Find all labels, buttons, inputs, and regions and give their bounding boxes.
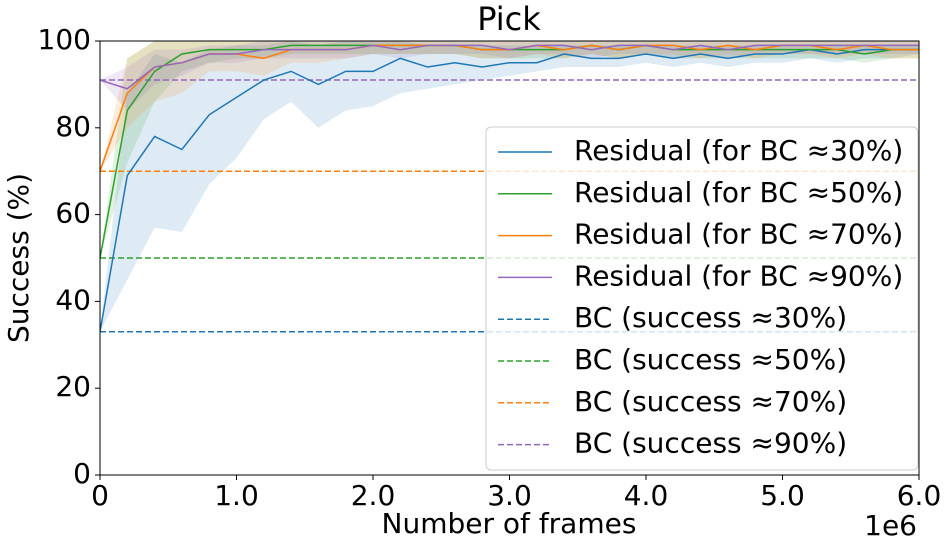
- legend-label: BC (success ≈70%): [574, 385, 847, 418]
- x-tick-label: 1.0: [214, 479, 259, 512]
- x-tick-label: 4.0: [624, 479, 669, 512]
- series-line: [100, 48, 919, 332]
- x-tick-label: 5.0: [760, 479, 805, 512]
- legend-box: [485, 126, 919, 471]
- legend-label: Residual (for BC ≈90%): [574, 259, 903, 292]
- y-tick-label: 40: [55, 283, 91, 316]
- y-axis-label: Success (%): [2, 173, 35, 343]
- legend-label: BC (success ≈90%): [574, 427, 847, 460]
- legend-label: Residual (for BC ≈50%): [574, 176, 903, 209]
- y-tick-label: 80: [55, 110, 91, 143]
- x-tick-label: 3.0: [487, 479, 532, 512]
- y-tick-label: 0: [73, 457, 91, 490]
- x-tick-label: 2.0: [351, 479, 396, 512]
- x-tick-label: 0: [91, 479, 109, 512]
- legend-label: BC (success ≈50%): [574, 343, 847, 376]
- series-line: [100, 44, 919, 90]
- y-tick-label: 60: [55, 197, 91, 230]
- x-axis-label: Number of frames: [382, 507, 637, 540]
- y-tick-label: 20: [55, 370, 91, 403]
- x-offset-label: 1e6: [864, 509, 917, 542]
- legend-label: Residual (for BC ≈30%): [574, 134, 903, 167]
- legend-label: Residual (for BC ≈70%): [574, 218, 903, 251]
- confidence-band: [100, 41, 919, 111]
- chart-title: Pick: [477, 0, 541, 38]
- legend-label: BC (success ≈30%): [574, 301, 847, 334]
- confidence-band: [100, 41, 919, 332]
- x-tick-label: 6.0: [897, 479, 942, 512]
- y-tick-label: 100: [38, 23, 91, 56]
- legend: Residual (for BC ≈30%) Residual (for BC ≈…: [485, 126, 919, 471]
